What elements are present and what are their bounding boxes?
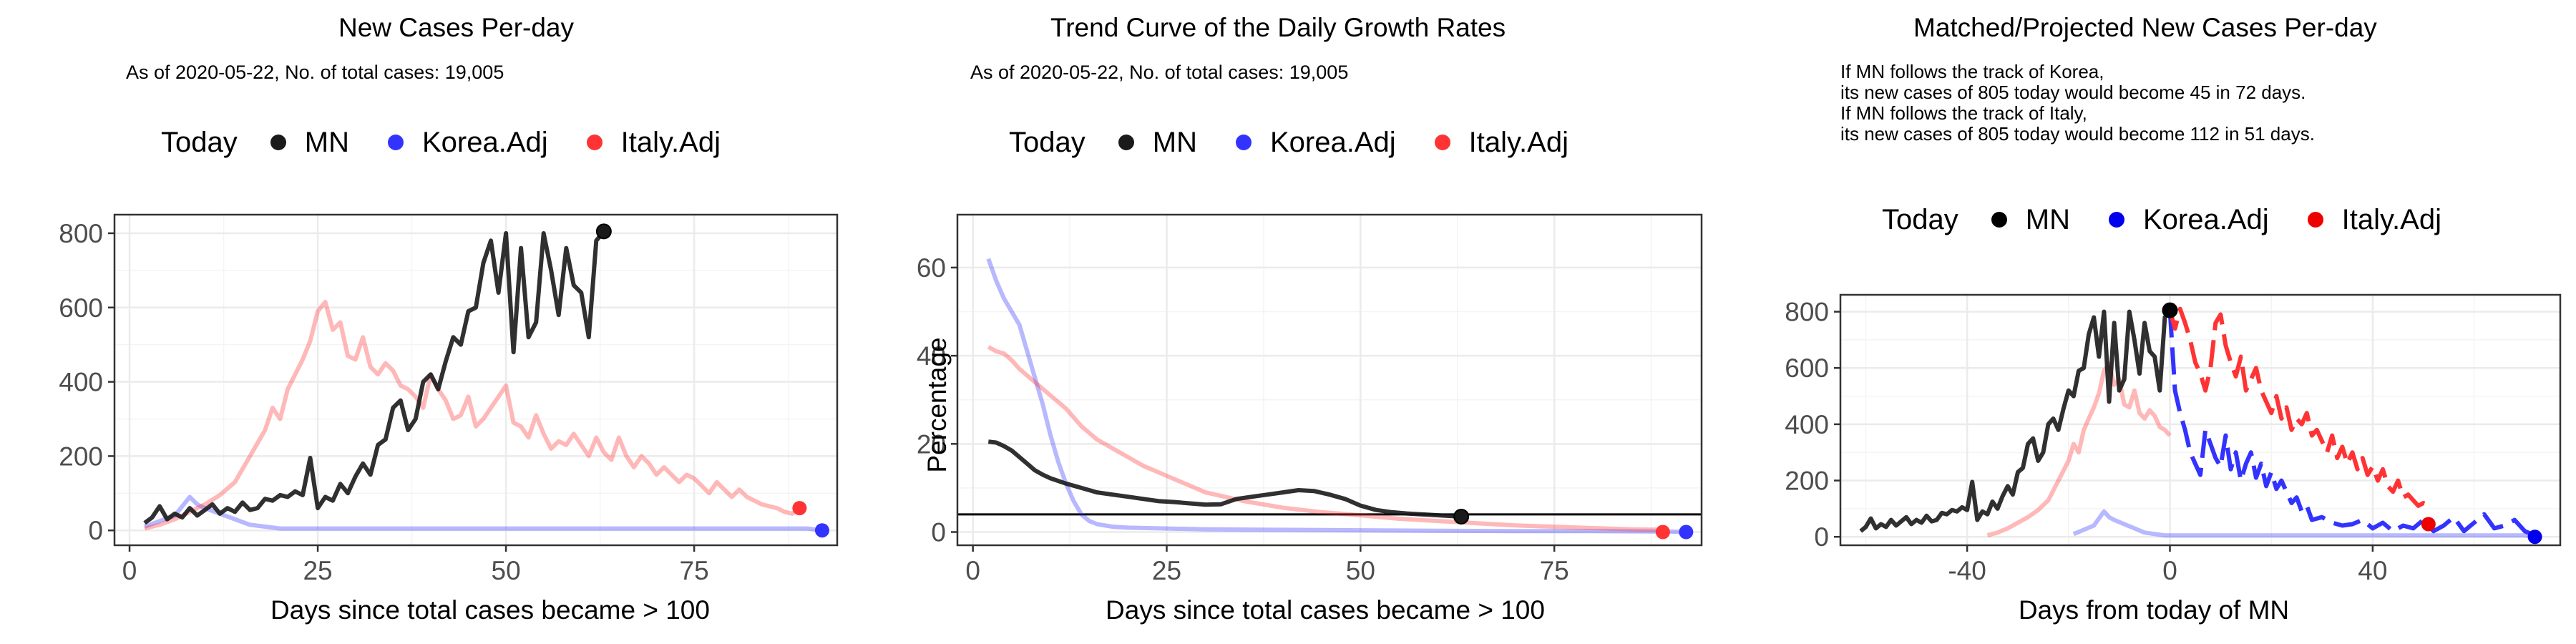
- plot-frame: [1839, 293, 2562, 547]
- today-point-korea-adj: [1679, 525, 1694, 540]
- series-line-italy-adj: [1986, 361, 2172, 538]
- series-line-mn: [143, 230, 606, 525]
- x-tick-label: 50: [492, 556, 521, 585]
- x-tick-label: 50: [1346, 556, 1375, 585]
- y-axis-label: Percentage: [922, 337, 952, 473]
- y-tick-label: 800: [1785, 298, 1829, 327]
- legend-label-italy: Italy.Adj: [2341, 203, 2441, 235]
- legend-key-italy: [1426, 126, 1459, 159]
- chart-title: Trend Curve of the Daily Growth Rates: [1050, 13, 1506, 42]
- chart-subtitle: As of 2020-05-22, No. of total cases: 19…: [970, 62, 1349, 83]
- legend-label-mn: MN: [1152, 126, 1197, 158]
- y-tick-label: 800: [59, 219, 103, 248]
- y-tick-label: 200: [59, 441, 103, 471]
- chart-subtitle: As of 2020-05-22, No. of total cases: 19…: [126, 62, 504, 83]
- x-tick-label: 0: [965, 556, 980, 585]
- series-line-korea-adj: [986, 258, 1687, 535]
- y-tick-label: 40: [917, 341, 946, 371]
- legend-key-mn: [1110, 126, 1143, 159]
- x-tick-label: -40: [1948, 556, 1986, 585]
- y-tick-label: 400: [59, 368, 103, 397]
- today-point-italy-adj: [792, 501, 807, 516]
- series-line-korea-adj: [2072, 509, 2536, 540]
- legend-title: Today: [1882, 203, 1958, 235]
- legend-title: Today: [1009, 126, 1085, 158]
- legend-key-italy: [2299, 203, 2332, 236]
- legend-label-italy: Italy.Adj: [620, 126, 721, 158]
- chart-note-3: If MN follows the track of Italy,: [1840, 102, 2087, 124]
- chart-title: Matched/Projected New Cases Per-day: [1913, 13, 2377, 42]
- legend-key-korea: [379, 126, 412, 159]
- y-tick-label: 600: [59, 293, 103, 323]
- series-line-korea-adj-projected: [2167, 310, 2536, 537]
- legend-key-italy: [578, 126, 611, 159]
- legend-key-korea: [1227, 126, 1260, 159]
- y-tick-label: 60: [917, 253, 946, 283]
- plot-frame: [956, 213, 1703, 547]
- plot-frame: [113, 213, 839, 547]
- chart-panel-projected: Matched/Projected New Cases Per-day If M…: [1717, 0, 2576, 644]
- x-tick-label: 0: [2162, 556, 2177, 585]
- chart-title: New Cases Per-day: [338, 13, 575, 42]
- legend-label-korea: Korea.Adj: [2142, 203, 2269, 235]
- chart-note-1: If MN follows the track of Korea,: [1840, 61, 2104, 82]
- series-line-mn: [987, 439, 1462, 519]
- x-tick-label: 25: [303, 556, 332, 585]
- y-tick-label: 600: [1785, 353, 1829, 383]
- chart-plot: 0 25 50 75 0 200 400 600 800: [59, 213, 839, 585]
- today-point-korea-adj: [2527, 530, 2542, 545]
- today-point-mn: [2162, 302, 2178, 318]
- today-point-italy-adj: [1655, 525, 1670, 540]
- series-line-italy-adj-projected: [2167, 306, 2430, 508]
- x-tick-label: 40: [2358, 556, 2387, 585]
- legend-label-mn: MN: [304, 126, 349, 158]
- y-tick-label: 0: [1814, 522, 1829, 552]
- y-tick-label: 200: [1785, 467, 1829, 496]
- today-point-italy-adj: [2421, 517, 2436, 532]
- chart-legend: Today MN Korea.Adj Italy.Adj: [161, 126, 751, 159]
- chart-legend: Today MN Korea.Adj Italy.Adj: [1882, 203, 2472, 236]
- legend-key-mn: [1983, 203, 2016, 236]
- y-tick-label: 0: [931, 518, 946, 547]
- today-point-korea-adj: [814, 523, 829, 538]
- chart-plot: 0 25 50 75 0 20 40 60: [917, 213, 1703, 585]
- today-point-mn: [595, 223, 612, 240]
- x-tick-label: 0: [122, 556, 137, 585]
- series-line-italy-adj: [144, 300, 801, 531]
- legend-label-korea: Korea.Adj: [1269, 126, 1396, 158]
- x-tick-label: 75: [680, 556, 709, 585]
- y-tick-label: 20: [917, 429, 946, 459]
- legend-key-korea: [2100, 203, 2133, 236]
- chart-note-4: its new cases of 805 today would become …: [1840, 123, 2315, 145]
- x-tick-label: 25: [1152, 556, 1181, 585]
- chart-panel-growth-rates: Trend Curve of the Daily Growth Rates As…: [859, 0, 1717, 644]
- legend-key-mn: [262, 126, 295, 159]
- x-axis-label: Days since total cases became > 100: [1106, 595, 1545, 625]
- today-point-mn: [1453, 508, 1470, 525]
- legend-label-korea: Korea.Adj: [421, 126, 548, 158]
- chart-note-2: its new cases of 805 today would become …: [1840, 82, 2306, 103]
- series-line-mn: [1859, 308, 2172, 533]
- series-line-italy-adj: [987, 345, 1663, 532]
- legend-title: Today: [161, 126, 238, 158]
- chart-panel-new-cases: New Cases Per-day As of 2020-05-22, No. …: [0, 0, 859, 644]
- chart-legend: Today MN Korea.Adj Italy.Adj: [1009, 126, 1599, 159]
- y-tick-label: 400: [1785, 410, 1829, 439]
- series-line-korea-adj: [144, 494, 823, 533]
- legend-label-mn: MN: [2025, 203, 2070, 235]
- y-tick-label: 0: [88, 516, 103, 545]
- x-axis-label: Days from today of MN: [2018, 595, 2290, 625]
- x-tick-label: 75: [1540, 556, 1569, 585]
- legend-label-italy: Italy.Adj: [1468, 126, 1568, 158]
- x-axis-label: Days since total cases became > 100: [270, 595, 710, 625]
